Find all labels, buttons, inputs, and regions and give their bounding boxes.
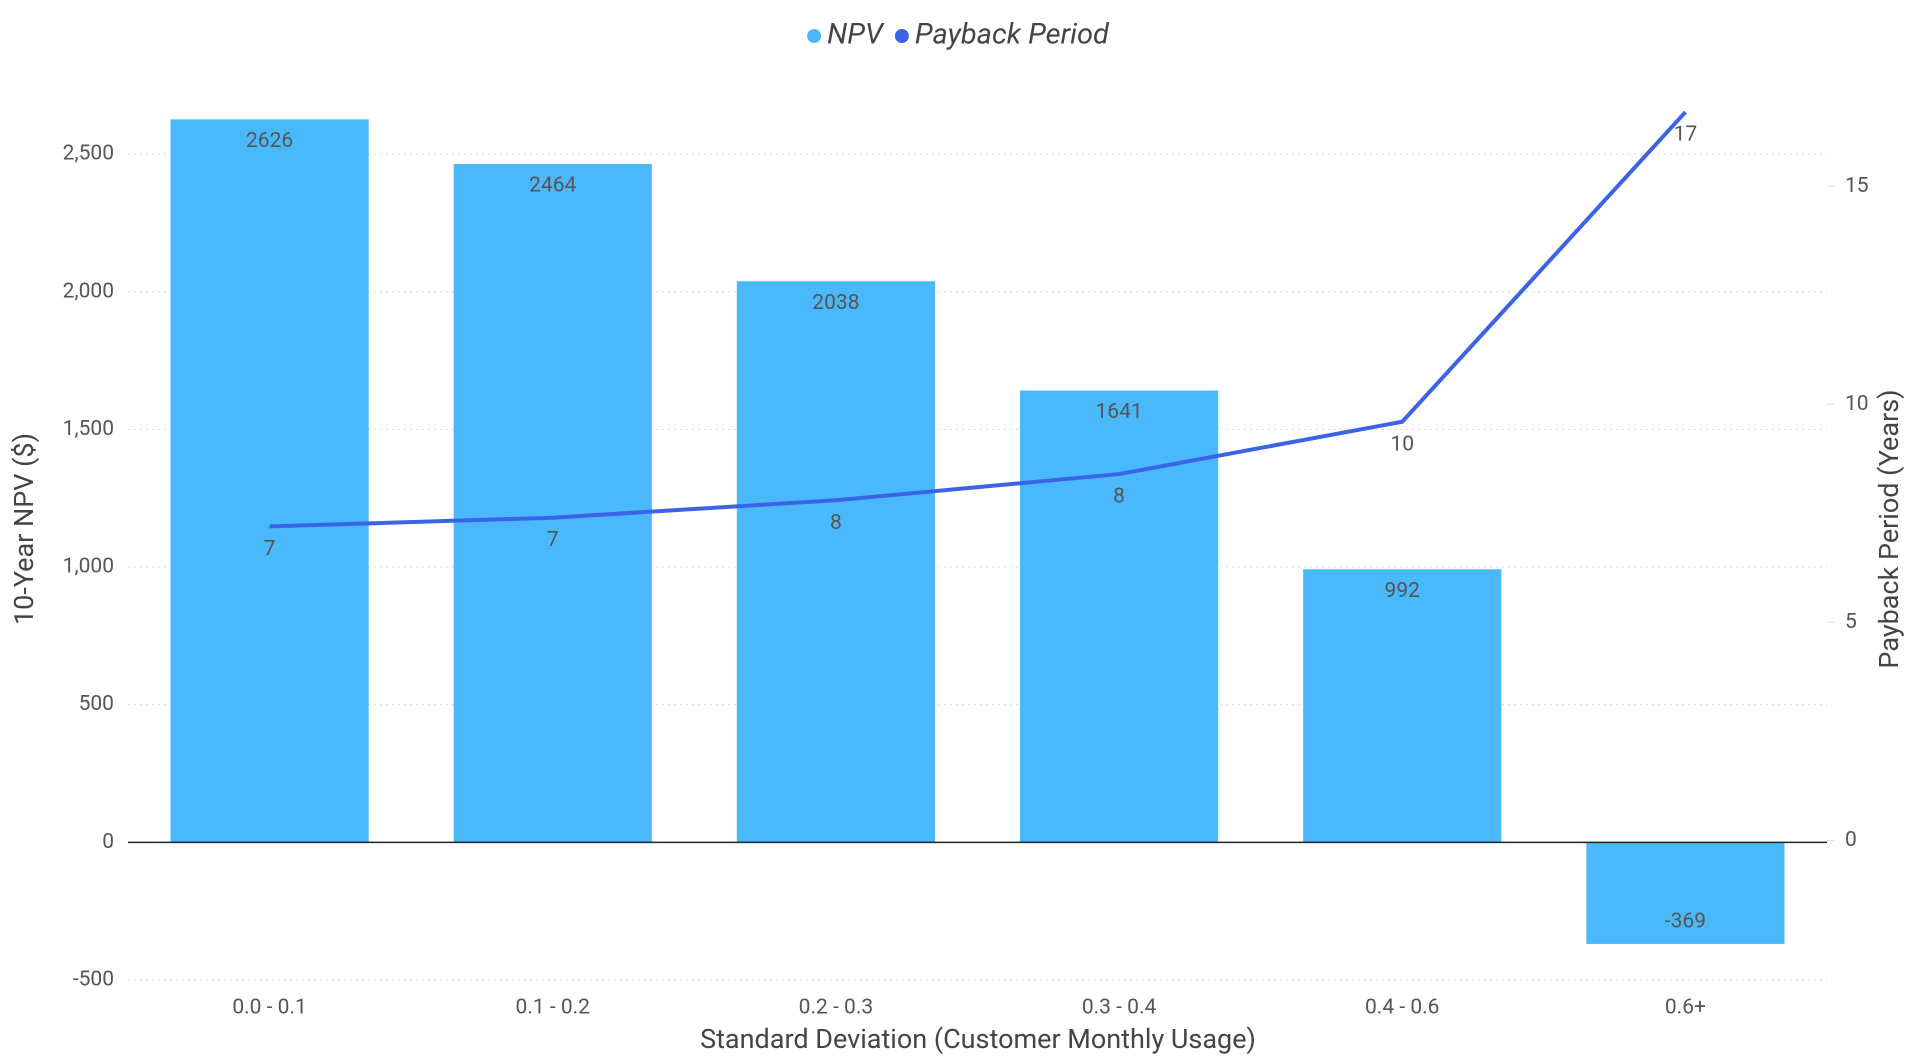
value-label: -369 — [1665, 909, 1706, 933]
legend-label: NPV — [827, 18, 885, 52]
y2-tick-label: 0 — [1845, 828, 1857, 852]
x-tick-label: 0.2 - 0.3 — [799, 996, 874, 1020]
value-label: 2038 — [812, 291, 859, 315]
value-label: 10 — [1390, 432, 1414, 456]
y-tick-label: 2,000 — [63, 279, 114, 303]
value-label: 1641 — [1095, 400, 1142, 424]
value-label: 7 — [264, 537, 276, 561]
bar — [453, 163, 652, 843]
value-label: 2626 — [246, 129, 293, 153]
legend-marker — [807, 29, 822, 43]
y-tick-label: 1,000 — [63, 555, 114, 579]
legend-marker — [894, 29, 909, 43]
x-tick-label: 0.1 - 0.2 — [515, 996, 590, 1020]
bar — [170, 119, 369, 843]
y-tick-label: -500 — [73, 968, 114, 992]
y2-tick-label: 15 — [1845, 174, 1869, 198]
x-tick-label: 0.6+ — [1665, 996, 1706, 1020]
y2-tick-label: 10 — [1845, 392, 1869, 416]
line — [269, 110, 1687, 529]
x-tick-label: 0.0 - 0.1 — [232, 996, 307, 1020]
bar — [1586, 842, 1785, 944]
x-tick-label: 0.4 - 0.6 — [1365, 996, 1440, 1020]
value-label: 7 — [547, 528, 559, 552]
y-tick-label: 2,500 — [63, 142, 114, 166]
value-label: 17 — [1674, 123, 1698, 147]
bar — [1019, 390, 1219, 843]
x-tick-label: 0.3 - 0.4 — [1082, 996, 1157, 1020]
value-label: 8 — [1113, 485, 1125, 509]
x-axis-title: Standard Deviation (Customer Monthly Usa… — [700, 1023, 1256, 1055]
value-label: 992 — [1385, 579, 1421, 603]
y-axis-title: 10-Year NPV ($) — [8, 433, 40, 625]
value-label: 2464 — [529, 174, 576, 198]
legend-label: Payback Period — [915, 18, 1110, 52]
bar — [736, 281, 936, 843]
bar — [1303, 569, 1502, 843]
y-tick-label: 1,500 — [63, 417, 114, 441]
value-label: 8 — [830, 511, 842, 535]
y2-axis-title: Payback Period (Years) — [1873, 389, 1905, 668]
y-tick-label: 500 — [79, 692, 114, 716]
y-tick-label: 0 — [102, 830, 114, 854]
y2-tick-label: 5 — [1845, 610, 1857, 634]
